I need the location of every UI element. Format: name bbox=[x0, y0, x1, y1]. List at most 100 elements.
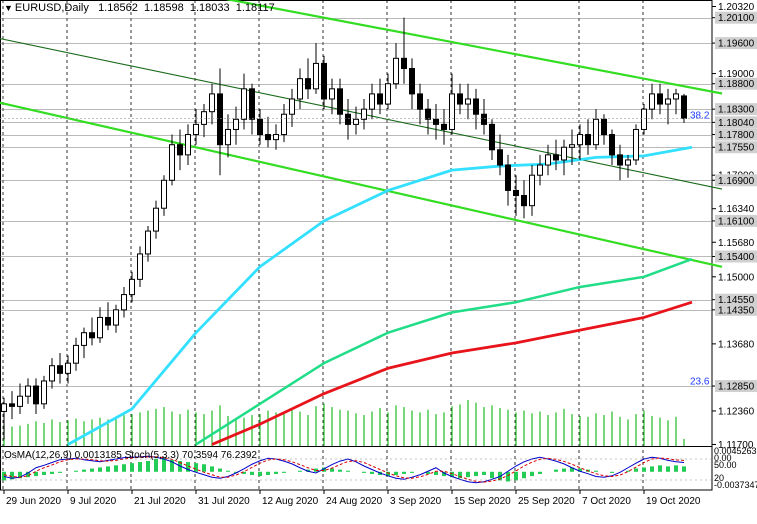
candle bbox=[249, 83, 255, 135]
osma-bar bbox=[82, 469, 86, 472]
candle-body-up bbox=[529, 174, 535, 207]
osma-bar bbox=[554, 469, 558, 472]
candle-body-down bbox=[249, 88, 255, 120]
candle bbox=[257, 109, 263, 145]
candle-body-down bbox=[177, 144, 183, 156]
candle bbox=[97, 307, 103, 343]
osma-bar bbox=[402, 471, 406, 474]
candle-body-down bbox=[441, 123, 447, 130]
candle-body-up bbox=[449, 93, 455, 130]
candle-body-down bbox=[521, 195, 527, 207]
candle bbox=[129, 271, 135, 303]
osma-bar bbox=[538, 471, 542, 474]
osma-bar bbox=[42, 471, 46, 476]
indicator-axis-label: -0.0037347 bbox=[714, 480, 757, 490]
candle-body-up bbox=[41, 380, 47, 405]
candle-body-up bbox=[329, 88, 335, 100]
y-label-highlight bbox=[715, 293, 757, 306]
osma-bar bbox=[362, 471, 366, 473]
candle bbox=[137, 246, 143, 287]
osma-bar bbox=[186, 462, 190, 472]
candle bbox=[225, 114, 231, 158]
y-tick-label: 1.13680 bbox=[718, 339, 755, 350]
osma-bar bbox=[594, 470, 598, 472]
candle-body-up bbox=[369, 93, 375, 110]
y-label-highlight bbox=[715, 103, 757, 116]
osma-bar bbox=[50, 471, 54, 474]
candle-body-down bbox=[57, 365, 63, 374]
y-tick-label: 1.16100 bbox=[718, 216, 755, 227]
candle-body-up bbox=[97, 316, 103, 339]
candle bbox=[433, 104, 439, 140]
candle-body-down bbox=[505, 164, 511, 191]
candle bbox=[449, 73, 455, 135]
candle bbox=[497, 134, 503, 176]
candle bbox=[241, 73, 247, 130]
candle-body-up bbox=[353, 118, 359, 125]
candle bbox=[153, 200, 159, 239]
osma-bar bbox=[482, 471, 486, 476]
candle bbox=[273, 124, 279, 150]
ema-cyan-line bbox=[67, 145, 693, 446]
candle-body-down bbox=[345, 113, 351, 125]
y-label-highlight bbox=[715, 250, 757, 263]
candle-body-up bbox=[649, 93, 655, 110]
osma-bar bbox=[306, 469, 310, 472]
candle bbox=[513, 175, 519, 216]
candle-body-up bbox=[273, 134, 279, 141]
candle-body-up bbox=[673, 93, 679, 100]
osma-bar bbox=[650, 466, 654, 472]
candle bbox=[441, 109, 447, 145]
open-price: 1.18562 bbox=[98, 2, 138, 14]
candle bbox=[177, 129, 183, 171]
osma-bar bbox=[330, 468, 334, 472]
candle bbox=[113, 304, 119, 333]
osma-bar bbox=[282, 471, 286, 473]
candle bbox=[201, 104, 207, 138]
candle bbox=[297, 68, 303, 110]
candle-body-up bbox=[1, 403, 7, 412]
osma-bar bbox=[634, 468, 638, 472]
y-tick-label: 1.15680 bbox=[718, 238, 755, 249]
x-tick-label: 31 Jul 2020 bbox=[198, 496, 250, 507]
candle-body-up bbox=[569, 144, 575, 148]
osma-bar bbox=[10, 471, 14, 480]
indicator-axis-label: 50.00 bbox=[714, 460, 737, 470]
channel-upper-line bbox=[225, 0, 723, 95]
osma-bar bbox=[194, 463, 198, 472]
osma-bar bbox=[682, 466, 686, 472]
osma-bar bbox=[98, 467, 102, 472]
candle-body-down bbox=[433, 118, 439, 125]
osma-bar bbox=[410, 471, 414, 473]
candle-body-down bbox=[33, 385, 39, 405]
candle bbox=[73, 337, 79, 371]
fib-level-label: 23.6 bbox=[690, 376, 710, 387]
candle-body-down bbox=[681, 95, 687, 119]
candle-body-down bbox=[489, 123, 495, 151]
y-tick-label: 1.14350 bbox=[718, 305, 755, 316]
candle-body-down bbox=[609, 134, 615, 156]
candle bbox=[193, 109, 199, 145]
candle-body-up bbox=[465, 98, 471, 105]
candle-body-up bbox=[313, 62, 319, 90]
candle bbox=[105, 302, 111, 331]
osma-bar bbox=[258, 471, 262, 477]
candle bbox=[617, 144, 623, 181]
osma-bar bbox=[626, 470, 630, 472]
candle bbox=[81, 327, 87, 359]
candle-body-down bbox=[601, 118, 607, 136]
candle bbox=[305, 58, 311, 99]
osma-bar bbox=[394, 471, 398, 476]
osma-bar bbox=[274, 471, 278, 474]
candle bbox=[41, 375, 47, 409]
high-price: 1.18598 bbox=[143, 2, 184, 14]
close-price: 1.18117 bbox=[235, 2, 275, 14]
x-tick-label: 15 Sep 2020 bbox=[454, 496, 511, 507]
candle-body-up bbox=[65, 362, 71, 374]
candle-body-up bbox=[633, 128, 639, 161]
symbol-dropdown-icon[interactable]: ▼ bbox=[4, 3, 13, 13]
candle bbox=[505, 154, 511, 206]
osma-bar bbox=[74, 470, 78, 472]
stoch-main-line bbox=[3, 455, 685, 484]
candle bbox=[65, 355, 71, 384]
